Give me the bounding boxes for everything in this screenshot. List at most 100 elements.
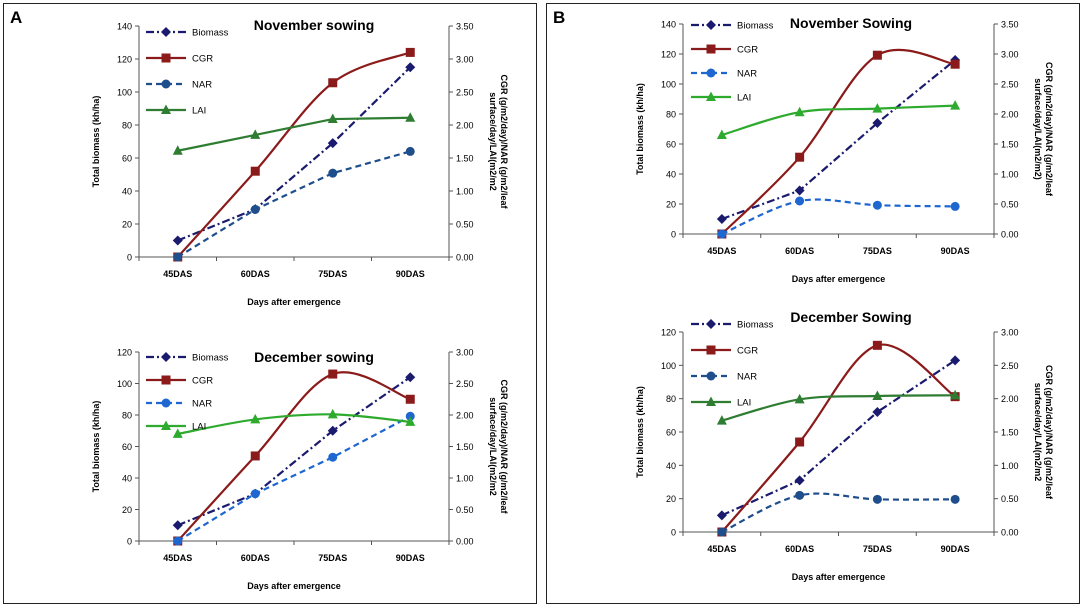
x-axis-label: Days after emergence <box>247 297 341 307</box>
y-left-tick-label: 60 <box>122 442 132 452</box>
x-tick-label: 60DAS <box>785 246 814 256</box>
y-right-tick-label: 2.50 <box>456 379 474 389</box>
y-left-tick-label: 20 <box>122 220 132 230</box>
y-right-tick-label: 0.00 <box>456 253 474 263</box>
y-right-tick-label: 2.00 <box>1001 394 1019 404</box>
y-right-tick-label: 0.00 <box>456 537 474 547</box>
y-axis-label-left: Total biomass (kh/ha) <box>635 83 645 175</box>
x-tick-label: 45DAS <box>163 553 192 563</box>
y-right-tick-label: 3.50 <box>456 22 474 32</box>
data-point-biomass <box>327 425 338 436</box>
y-left-tick-label: 120 <box>661 50 676 60</box>
legend-label-nar: NAR <box>192 80 212 91</box>
series-cgr <box>173 369 415 546</box>
series-lai <box>172 408 416 438</box>
y-right-tick-label: 1.00 <box>1001 461 1019 471</box>
y-left-tick-label: 120 <box>117 55 132 65</box>
data-point-lai <box>405 112 416 122</box>
data-point-biomass <box>794 475 805 486</box>
y-left-tick-label: 140 <box>661 20 676 30</box>
y-left-tick-label: 0 <box>127 253 132 263</box>
data-point-cgr <box>250 451 260 461</box>
x-tick-label: 75DAS <box>863 544 892 554</box>
chart-title: November sowing <box>254 17 375 33</box>
legend-marker-nar <box>161 398 171 408</box>
y-axis-label-right-line1: CGR (g/m2/day)/NAR (g/m2/leaf <box>499 74 509 209</box>
series-line-nar <box>177 150 411 258</box>
series-line-lai <box>177 413 411 435</box>
y-right-tick-label: 2.00 <box>456 411 474 421</box>
y-right-tick-label: 1.00 <box>1001 170 1019 180</box>
data-point-nar <box>795 196 805 206</box>
legend-marker-biomass <box>706 20 716 30</box>
data-point-cgr <box>405 394 415 404</box>
legend-marker-biomass <box>706 319 716 329</box>
y-right-tick-label: 1.50 <box>456 154 474 164</box>
data-point-cgr <box>250 166 260 176</box>
y-left-tick-label: 60 <box>666 140 676 150</box>
x-tick-label: 60DAS <box>241 553 270 563</box>
data-point-nar <box>950 494 960 504</box>
y-right-tick-label: 1.00 <box>456 187 474 197</box>
series-line-nar <box>721 492 956 533</box>
y-right-tick-label: 3.00 <box>456 348 474 358</box>
series-nar <box>173 411 415 546</box>
legend-marker-nar <box>161 79 171 89</box>
series-line-biomass <box>721 59 956 221</box>
legend-label-cgr: CGR <box>737 45 758 56</box>
data-point-nar <box>250 489 260 499</box>
data-point-biomass <box>950 355 961 366</box>
y-left-tick-label: 40 <box>122 187 132 197</box>
x-axis-label: Days after emergence <box>792 572 886 582</box>
y-left-tick-label: 120 <box>117 348 132 358</box>
x-tick-label: 45DAS <box>707 544 736 554</box>
series-cgr <box>717 340 960 537</box>
y-right-tick-label: 2.50 <box>456 88 474 98</box>
data-point-nar <box>950 201 960 211</box>
data-point-biomass <box>172 235 183 246</box>
y-left-tick-label: 20 <box>666 494 676 504</box>
y-axis-label-left: Total biomass (kh/ha) <box>635 386 645 478</box>
legend-marker-cgr <box>706 44 716 54</box>
y-left-tick-label: 80 <box>666 110 676 120</box>
data-point-lai <box>716 415 727 425</box>
data-point-cgr <box>872 50 882 60</box>
y-right-tick-label: 0.50 <box>1001 494 1019 504</box>
series-line-lai <box>721 394 956 422</box>
y-right-tick-label: 0.50 <box>456 220 474 230</box>
y-axis-label-right-line1: CGR (g/m2/day)/NAR (g/m2/leaf <box>1044 365 1054 500</box>
data-point-lai <box>172 145 183 155</box>
legend-label-nar: NAR <box>192 399 212 410</box>
data-point-nar <box>405 146 415 156</box>
legend-marker-lai <box>161 104 171 114</box>
y-axis-label-right-line2: surface/day/LAI(m2/m2 <box>1033 383 1043 482</box>
y-axis-label-right-line1: CGR (g/m2/day)/NAR (g/m2/leaf <box>1044 62 1054 197</box>
y-left-tick-label: 60 <box>666 428 676 438</box>
y-left-tick-label: 0 <box>671 230 676 240</box>
series-line-nar <box>177 415 411 542</box>
data-point-biomass <box>794 185 805 196</box>
series-lai <box>716 100 961 139</box>
series-line-cgr <box>176 371 411 542</box>
legend-label-biomass: Biomass <box>192 353 229 364</box>
legend-label-nar: NAR <box>737 69 757 80</box>
series-line-biomass <box>177 66 412 242</box>
data-point-lai <box>250 413 261 424</box>
data-point-nar <box>173 252 183 262</box>
panel-b: B 0 20 40 60 80 100 120 140 0.00 0.50 1.00 1.50 2.00… <box>546 3 1080 604</box>
data-point-biomass <box>405 372 416 383</box>
data-point-nar <box>872 200 882 210</box>
panel-a: A 0 20 40 60 80 100 120 140 0.00 0.50 1.00 1.50 2.00… <box>3 3 537 604</box>
data-point-lai <box>405 416 416 426</box>
x-tick-label: 90DAS <box>396 553 425 563</box>
panel-letter-a: A <box>10 8 23 27</box>
data-point-nar <box>872 494 882 504</box>
y-left-tick-label: 60 <box>122 154 132 164</box>
panel-letter-b: B <box>553 8 566 27</box>
data-point-lai <box>716 129 727 139</box>
y-right-tick-label: 1.00 <box>456 474 474 484</box>
y-left-tick-label: 20 <box>122 505 132 515</box>
data-point-nar <box>717 229 727 239</box>
x-tick-label: 45DAS <box>707 246 736 256</box>
series-nar <box>717 196 960 239</box>
